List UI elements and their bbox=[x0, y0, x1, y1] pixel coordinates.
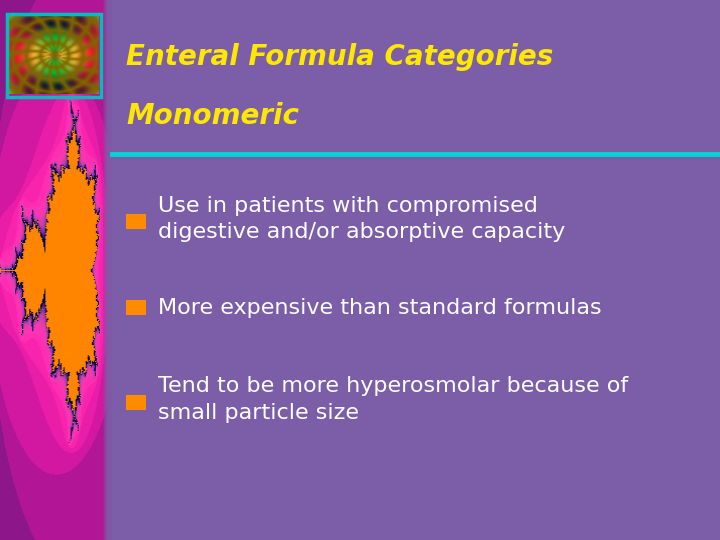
Text: More expensive than standard formulas: More expensive than standard formulas bbox=[158, 298, 602, 318]
Bar bbox=[7, 14, 101, 97]
Bar bbox=[111, 0, 112, 540]
Bar bbox=[107, 0, 108, 540]
Text: Monomeric: Monomeric bbox=[126, 102, 299, 130]
Bar bbox=[126, 395, 146, 410]
Bar bbox=[109, 0, 111, 540]
Bar bbox=[103, 0, 104, 540]
Bar bbox=[126, 214, 146, 229]
Bar bbox=[104, 0, 105, 540]
Text: Enteral Formula Categories: Enteral Formula Categories bbox=[126, 43, 553, 71]
Bar bbox=[108, 0, 109, 540]
Bar bbox=[126, 300, 146, 315]
Text: Tend to be more hyperosmolar because of
small particle size: Tend to be more hyperosmolar because of … bbox=[158, 376, 629, 423]
Text: Use in patients with compromised
digestive and/or absorptive capacity: Use in patients with compromised digesti… bbox=[158, 195, 566, 242]
Bar bbox=[105, 0, 107, 540]
